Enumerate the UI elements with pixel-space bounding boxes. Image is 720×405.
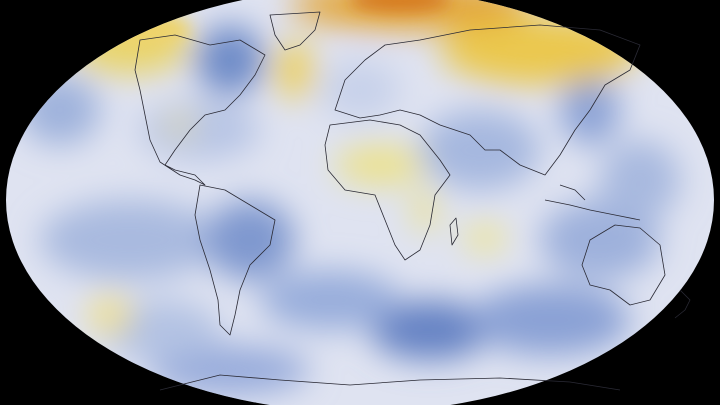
coastlines [134,11,691,391]
